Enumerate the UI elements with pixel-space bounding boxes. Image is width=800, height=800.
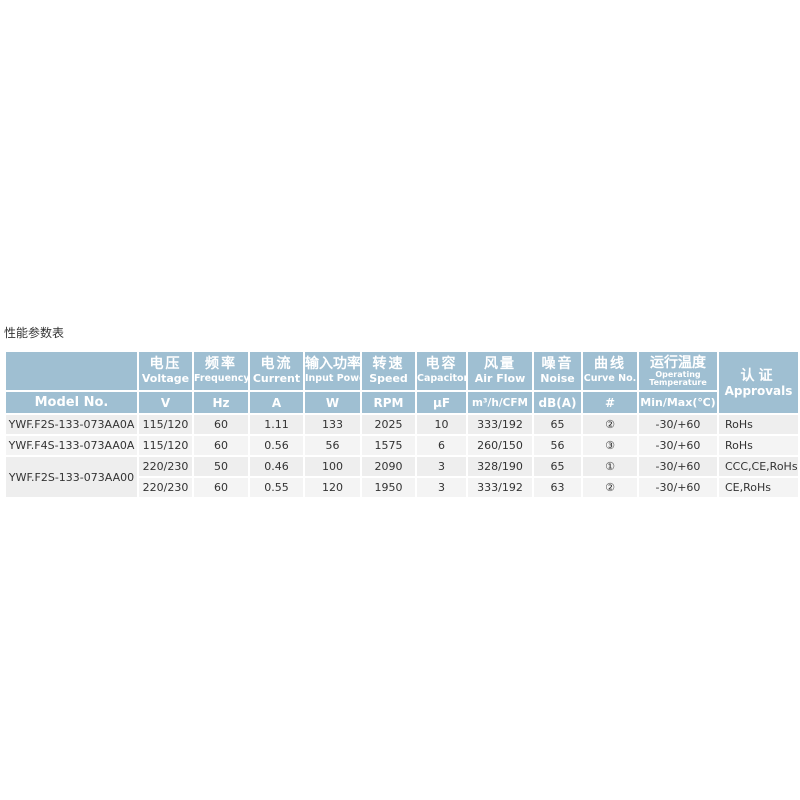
approvals-cell: RoHs: [717, 413, 800, 436]
data-cell: 0.46: [248, 455, 305, 478]
data-cell: 220/230: [137, 455, 194, 478]
table-row: YWF.F2S-133-073AA00 220/230 50 0.46 100 2090 3…: [4, 455, 800, 499]
table-row: 220/230 60 0.55 120 1950 3 333/192 63 ② -30/+60 CE…: [5, 476, 800, 499]
unit-curve: #: [581, 390, 639, 415]
data-cell: -30/+60: [637, 413, 719, 436]
data-cell: 2090: [360, 455, 417, 478]
table-row: YWF.F2S-133-073AA0A 115/120 60 1.11 133 2025 1…: [4, 413, 800, 436]
data-cell: 115/120: [137, 413, 194, 436]
header-curve: 曲线 Curve No.: [581, 350, 639, 392]
data-cell: 65: [532, 413, 583, 436]
unit-speed: RPM: [360, 390, 417, 415]
data-cell: ②: [581, 413, 639, 436]
data-cell: 260/150: [466, 434, 534, 457]
data-cell: 60: [192, 413, 250, 436]
header-blank: [4, 350, 139, 392]
data-cell: 6: [415, 434, 468, 457]
data-cell: ③: [581, 434, 639, 457]
unit-power: W: [303, 390, 362, 415]
model-cell: YWF.F2S-133-073AA00: [4, 455, 139, 499]
data-cell: 60: [192, 476, 250, 499]
data-cell: 60: [192, 434, 250, 457]
model-cell: YWF.F4S-133-073AA0A: [4, 434, 139, 457]
data-cell: 1950: [360, 476, 417, 499]
approvals-cell: RoHs: [717, 434, 800, 457]
approvals-cell: CCC,CE,RoHs: [717, 455, 800, 478]
data-cell: 333/192: [466, 413, 534, 436]
data-cell: 1.11: [248, 413, 305, 436]
header-frequency: 频率 Frequency: [192, 350, 250, 392]
data-cell: 56: [303, 434, 362, 457]
unit-air-flow: m³/h/CFM: [466, 390, 534, 415]
header-capacitor: 电容 Capacitor: [415, 350, 468, 392]
data-cell: 56: [532, 434, 583, 457]
table-row: YWF.F4S-133-073AA0A 115/120 60 0.56 56 1575 6 2…: [4, 434, 800, 457]
data-cell: 333/192: [466, 476, 534, 499]
header-approvals: 认证 Approvals: [717, 350, 800, 415]
data-cell: -30/+60: [637, 455, 719, 478]
data-cell: 3: [415, 455, 468, 478]
unit-voltage: V: [137, 390, 194, 415]
model-cell: YWF.F2S-133-073AA0A: [4, 413, 139, 436]
header-row-units: Model No. V Hz A W RPM μF m³/h/CFM dB(A)…: [4, 390, 799, 415]
unit-capacitor: μF: [415, 390, 468, 415]
header-air-flow: 风量 Air Flow: [466, 350, 534, 392]
page-title: 性能参数表: [4, 326, 65, 340]
data-cell: 115/120: [137, 434, 194, 457]
data-cell: -30/+60: [637, 434, 719, 457]
approvals-cell: CE,RoHs: [717, 476, 800, 499]
unit-frequency: Hz: [192, 390, 250, 415]
unit-noise: dB(A): [532, 390, 583, 415]
unit-temperature: Min/Max(℃): [637, 390, 719, 415]
data-cell: ①: [581, 455, 639, 478]
data-cell: 2025: [360, 413, 417, 436]
data-cell: 220/230: [137, 476, 194, 499]
data-cell: -30/+60: [637, 476, 719, 499]
header-noise: 噪音 Noise: [532, 350, 583, 392]
data-cell: 120: [303, 476, 362, 499]
data-cell: 328/190: [466, 455, 534, 478]
data-cell: 100: [303, 455, 362, 478]
data-cell: 133: [303, 413, 362, 436]
data-cell: 63: [532, 476, 583, 499]
header-speed: 转速 Speed: [360, 350, 417, 392]
performance-table: 电压 Voltage 频率 Frequency 电流 Current 输入功率 Inpu…: [4, 350, 800, 499]
data-cell: 0.55: [248, 476, 305, 499]
data-cell: ②: [581, 476, 639, 499]
header-voltage: 电压 Voltage: [137, 350, 194, 392]
unit-current: A: [248, 390, 305, 415]
data-cell: 10: [415, 413, 468, 436]
header-row-names: 电压 Voltage 频率 Frequency 电流 Current 输入功率 Inpu…: [4, 350, 800, 415]
header-model: Model No.: [4, 390, 139, 415]
data-cell: 3: [415, 476, 468, 499]
data-cell: 1575: [360, 434, 417, 457]
data-cell: 65: [532, 455, 583, 478]
data-cell: 50: [192, 455, 250, 478]
data-cell: 0.56: [248, 434, 305, 457]
header-current: 电流 Current: [248, 350, 305, 392]
header-temperature: 运行温度 Operating Temperature: [637, 350, 719, 392]
